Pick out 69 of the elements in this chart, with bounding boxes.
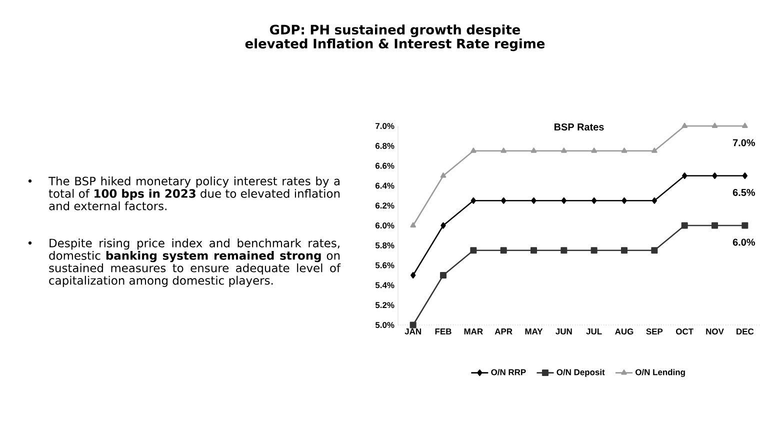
point: [530, 247, 538, 254]
y-tick-label: 5.8%: [375, 242, 394, 248]
point: [621, 148, 628, 153]
point: [500, 247, 507, 254]
text: Despite rising price index and benchmark rates, domestic banking system remained strong on sustained measures to ensure adequate level of capitalization among domestic players.: [49, 238, 341, 287]
y-tick-label: 5.0%: [375, 322, 394, 328]
point: [440, 172, 446, 178]
point: [440, 222, 446, 229]
point: [470, 148, 476, 153]
point: [410, 222, 416, 228]
x-tick-label: MAY: [525, 328, 543, 334]
y-tick-label: 6.2%: [375, 202, 394, 209]
point: [742, 222, 748, 229]
x-tick-label: SEP: [646, 328, 663, 335]
point: [530, 148, 537, 153]
point: [470, 197, 476, 204]
point: [590, 247, 598, 254]
x-tick-label: JUL: [586, 328, 602, 334]
point: [591, 197, 597, 204]
x-tick-label: MAR: [464, 328, 483, 334]
y-tick-label: 6.6%: [375, 162, 394, 169]
point: [410, 322, 416, 328]
text: The BSP hiked monetary policy interest rates by a total of 100 bps in 2023 due to elevated inflation and external factors.: [48, 176, 340, 210]
point: [500, 197, 506, 204]
point: [500, 148, 506, 153]
y-tick-label: 6.4%: [375, 182, 394, 189]
x-tick-label: FEB: [435, 328, 452, 334]
legend-label: O/N Lending: [636, 368, 685, 377]
chart-title: BSP Rates: [554, 123, 604, 130]
y-tick-label: 7.0%: [376, 123, 394, 129]
x-tick-label: APR: [494, 328, 512, 334]
point: [561, 148, 567, 153]
x-tick-label: JAN: [404, 328, 421, 334]
point: [651, 247, 658, 254]
x-tick-label: DEC: [736, 328, 754, 335]
y-tick-label: 6.8%: [375, 142, 394, 149]
point: [742, 122, 748, 128]
x-tick-label: OCT: [676, 328, 694, 335]
point: [681, 222, 688, 229]
y-tick-label: 5.2%: [375, 302, 394, 308]
point: [652, 197, 658, 204]
point: [682, 122, 688, 128]
x-tick-label: JUN: [556, 328, 572, 334]
point: [652, 148, 658, 153]
point: [621, 247, 628, 254]
x-tick-label: AUG: [615, 328, 634, 335]
text: GDP: PH sustained growth despite elevated Inflation & Interest Rate regime: [245, 24, 545, 52]
point: [410, 272, 416, 278]
y-tick-label: 5.6%: [375, 262, 394, 268]
point: [531, 197, 536, 204]
point: [591, 148, 597, 153]
point: [742, 172, 748, 179]
point: [561, 197, 567, 204]
point: [440, 272, 447, 278]
data-label: 6.0%: [732, 238, 756, 246]
y-tick-label: 5.4%: [375, 282, 394, 288]
point: [712, 222, 718, 229]
point: [470, 247, 477, 254]
y-tick-label: 6.0%: [375, 222, 394, 228]
data-label: 7.0%: [732, 139, 756, 146]
point: [682, 172, 688, 179]
legend-label: O/N RRP: [491, 368, 526, 376]
legend-label: O/N Deposit: [556, 368, 605, 377]
point: [712, 172, 718, 179]
data-label: 6.5%: [732, 188, 756, 196]
point: [560, 247, 568, 254]
point: [712, 122, 718, 128]
x-tick-label: NOV: [706, 328, 724, 335]
point: [622, 197, 627, 204]
